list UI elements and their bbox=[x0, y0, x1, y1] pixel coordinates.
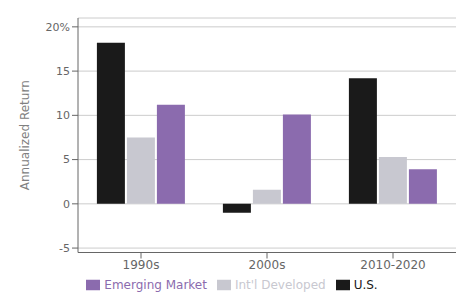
html-text:Int'l Developed: Int'l Developed bbox=[234, 277, 326, 292]
svg-text:-5: -5 bbox=[59, 242, 70, 255]
svg-text:5: 5 bbox=[63, 153, 70, 166]
svg-text:20%: 20% bbox=[46, 21, 70, 34]
svg-text:15: 15 bbox=[56, 65, 70, 78]
svg-text:1990s: 1990s bbox=[123, 258, 160, 272]
svg-text:Annualized Return: Annualized Return bbox=[18, 80, 32, 190]
svg-text:2010-2020: 2010-2020 bbox=[360, 258, 425, 272]
svg-text:0: 0 bbox=[63, 198, 70, 211]
html-text:U.S.: U.S. bbox=[353, 277, 378, 292]
html-text:Emerging Market: Emerging Market bbox=[104, 277, 207, 292]
svg-text:10: 10 bbox=[56, 109, 70, 122]
svg-text:2000s: 2000s bbox=[249, 258, 286, 272]
